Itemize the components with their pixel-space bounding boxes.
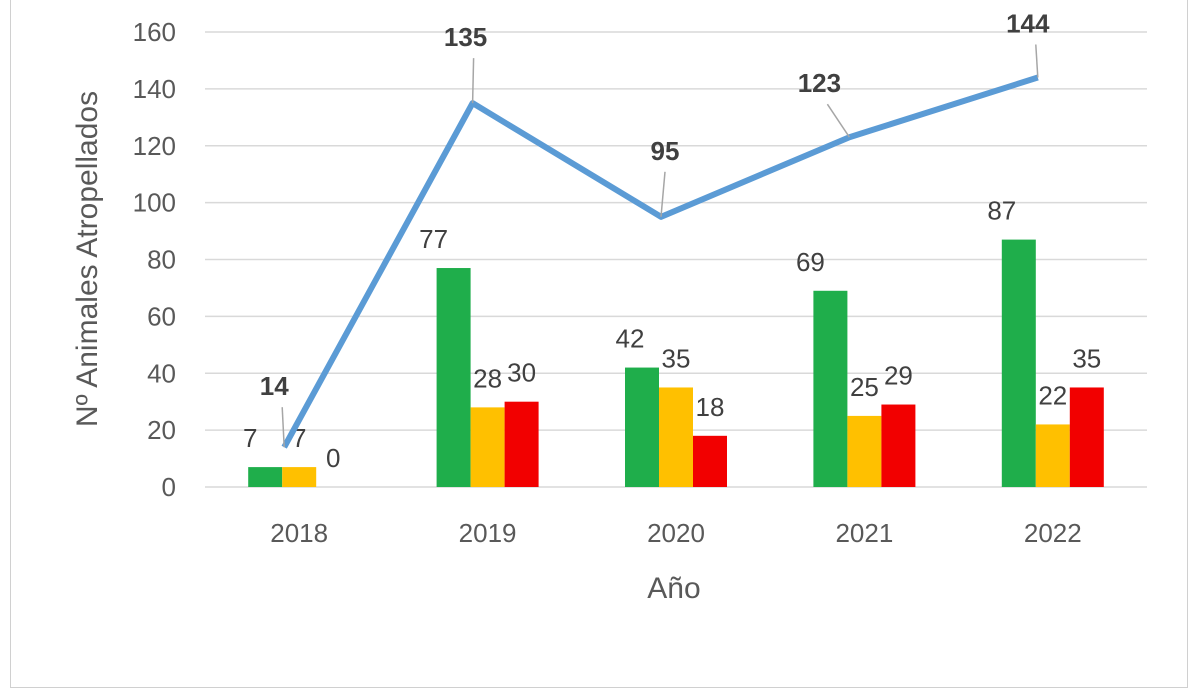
bar-series [248,239,1104,487]
bar-data-label: 87 [987,196,1016,226]
bar-data-label: 69 [796,247,825,277]
y-tick-label: 100 [133,188,176,218]
leader-line [471,58,475,104]
x-tick-label: 2018 [270,518,328,548]
y-axis-title: Nº Animales Atropellados [71,91,104,427]
line-data-label: 135 [444,22,487,52]
bar-data-label: 29 [884,361,913,391]
x-axis-ticks: 2018 2019 2020 2021 2022 [270,518,1081,548]
line-data-label: 95 [651,136,680,166]
x-tick-label: 2020 [647,518,705,548]
bar-data-label: 7 [243,423,257,453]
x-axis-title: Año [647,572,700,605]
bar-data-label: 35 [1072,343,1101,373]
y-tick-label: 80 [147,245,176,275]
y-tick-label: 140 [133,74,176,104]
line-data-label: 123 [798,68,841,98]
y-tick-label: 0 [162,472,176,502]
bar-data-label: 0 [326,443,340,473]
y-tick-label: 160 [133,17,176,47]
bar [436,268,471,487]
bar-data-label: 77 [419,224,448,254]
bar [282,467,317,487]
bar [693,435,727,487]
bar-data-label: 25 [850,372,879,402]
y-axis-ticks: 0 20 40 60 80 100 120 140 160 [133,17,176,502]
bar-data-label: 22 [1038,380,1067,410]
bar-data-label: 30 [507,358,536,388]
bar-data-label: 35 [662,343,691,373]
bar [1001,239,1036,487]
bar [847,415,882,487]
line-data-label: 144 [1006,9,1050,39]
y-tick-label: 60 [147,301,176,331]
leader-line [1035,44,1039,78]
bar [470,407,505,487]
leader-line [660,171,666,217]
y-tick-label: 20 [147,415,176,445]
bar [659,387,693,487]
bar-data-label: 28 [473,363,502,393]
bar [881,404,916,487]
bar [1069,387,1104,487]
x-tick-label: 2021 [835,518,893,548]
x-tick-label: 2019 [459,518,517,548]
bar [1035,424,1070,487]
bar [248,467,283,487]
leader-line [281,407,285,448]
line-data-label: 14 [260,371,289,401]
leader-line [826,103,851,138]
line-data-labels: 14 135 95 123 144 [260,9,1050,448]
chart-frame [10,0,1188,688]
x-tick-label: 2022 [1024,518,1082,548]
bar-data-label: 18 [696,392,725,422]
y-tick-label: 40 [147,358,176,388]
bar-data-label: 42 [616,324,645,354]
bar [625,367,659,487]
bar [813,290,848,487]
bar [504,401,539,487]
y-tick-label: 120 [133,131,176,161]
